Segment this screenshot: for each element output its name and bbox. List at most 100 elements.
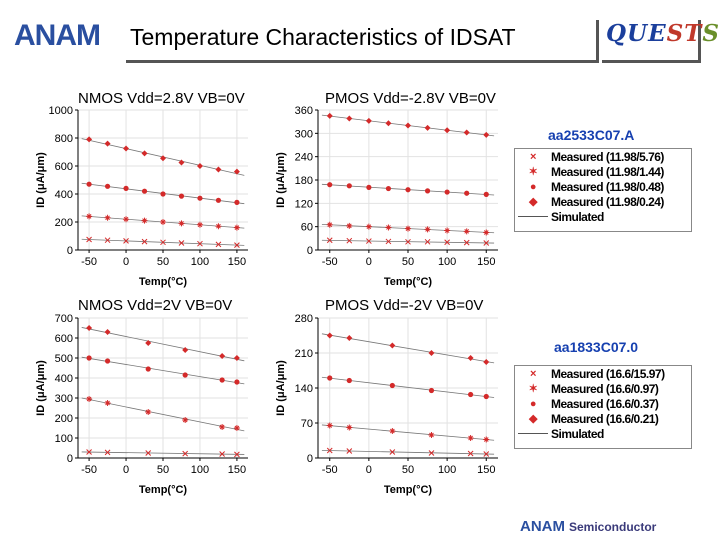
x-tick-label: 50 (402, 464, 414, 476)
data-point-diamond (346, 335, 353, 341)
data-point-star (104, 400, 111, 406)
y-tick-label: 300 (295, 128, 313, 140)
data-point-star (365, 223, 372, 230)
legend-measured-label: Measured (551, 366, 604, 381)
data-point-dot (215, 197, 222, 203)
legend-row: ● Measured (11.98/0.48) (515, 179, 691, 194)
y-tick-label: 1000 (49, 105, 73, 117)
x-tick-label: 100 (438, 464, 456, 476)
chart-pmos-2: 0 70 140 210 280 -50 0 50 100 150 Temp(°C) ID (μA/μ… (275, 313, 498, 496)
data-point-star (326, 221, 333, 228)
y-tick-label: 200 (55, 413, 73, 425)
x-tick-label: 0 (123, 256, 129, 268)
data-point-dot (346, 183, 352, 189)
y-tick-label: 0 (67, 245, 73, 257)
data-point-cross (86, 236, 92, 243)
data-point-cross (483, 451, 490, 457)
legend-simulated-label: Simulated (551, 209, 604, 224)
data-point-cross (346, 237, 353, 244)
cross-marker-icon: × (530, 150, 536, 163)
footer-subtitle: Semiconductor (569, 519, 657, 534)
quests-logo-part-1: QUE (606, 20, 667, 47)
data-point-diamond (385, 120, 392, 127)
data-point-cross (444, 239, 450, 246)
device-label-bottom: aa1833C07.0 (554, 339, 639, 355)
legend-row: × Measured (11.98/5.76) (515, 149, 691, 164)
data-point-cross (178, 240, 185, 246)
chart-nmos-2: 0 100 200 300 400 500 600 700 -50 0 50 100 150 Temp(°… (35, 313, 248, 496)
data-point-diamond (389, 342, 396, 349)
y-tick-label: 800 (55, 133, 73, 145)
x-tick-label: -50 (81, 256, 97, 268)
data-point-dot (104, 183, 111, 189)
x-tick-label: 50 (157, 464, 169, 476)
data-point-star (104, 214, 111, 221)
data-point-dot (428, 387, 435, 394)
data-point-dot (86, 355, 92, 361)
chart-pmos-2p8: 0 60 120 180 240 300 360 -50 0 50 100 150 Temp(°C) ID… (275, 105, 498, 288)
data-point-star (86, 396, 93, 402)
data-point-dot (483, 393, 489, 400)
data-point-dot (346, 377, 352, 384)
data-point-dot (219, 377, 225, 383)
legend-measured-label: Measured (551, 381, 604, 396)
data-point-diamond (141, 150, 148, 157)
x-tick-label: 100 (191, 256, 209, 268)
data-point-dot (468, 391, 474, 398)
data-point-cross (197, 240, 203, 247)
data-point-diamond (123, 145, 130, 152)
data-point-cross (389, 449, 396, 455)
x-tick-label: 100 (438, 256, 456, 268)
data-point-diamond (483, 131, 490, 138)
y-tick-label: 400 (55, 189, 73, 201)
page-title: Temperature Characteristics of IDSAT (130, 24, 516, 50)
x-axis-label: Temp(°C) (139, 276, 188, 288)
data-point-star (141, 217, 148, 224)
legend-measured-label: Measured (551, 411, 604, 426)
panel-title-pmos-2p8: PMOS Vdd=-2.8V VB=0V (325, 90, 496, 107)
data-point-cross (141, 238, 148, 245)
y-tick-label: 0 (67, 453, 73, 465)
data-point-dot (234, 199, 240, 205)
data-point-star (389, 428, 396, 434)
y-tick-label: 360 (295, 105, 313, 117)
data-point-diamond (86, 325, 93, 331)
x-tick-label: 0 (366, 464, 372, 476)
legend-measured-label: Measured (551, 194, 604, 209)
legend-row: Simulated (515, 209, 691, 224)
data-point-star (233, 224, 240, 231)
simulated-line (81, 397, 245, 432)
y-axis-label: ID (μA/μm) (35, 360, 47, 416)
simulated-line (81, 451, 245, 455)
anam-logo: ANAM (14, 14, 122, 58)
data-point-star (326, 422, 333, 429)
y-tick-label: 280 (295, 313, 313, 325)
data-point-dot (366, 184, 372, 190)
legend-measured-label: Measured (551, 179, 604, 194)
data-point-dot (424, 188, 431, 194)
y-tick-label: 70 (301, 418, 313, 430)
data-point-diamond (467, 355, 474, 361)
data-point-dot (123, 185, 129, 191)
legend-row: ◆ Measured (16.6/0.21) (515, 411, 691, 426)
data-point-diamond (86, 136, 93, 143)
panel-title-pmos-2: PMOS Vdd=-2V VB=0V (325, 297, 484, 314)
y-tick-label: 0 (307, 245, 313, 257)
dot-marker-icon: ● (529, 180, 537, 193)
data-point-cross (366, 238, 372, 244)
x-tick-label: 0 (366, 256, 372, 268)
legend-item: (11.98/0.24) (605, 194, 665, 209)
data-point-dot (182, 372, 188, 378)
data-point-dot (86, 181, 92, 187)
data-point-diamond (145, 340, 152, 346)
y-axis-label: ID (μA/μm) (35, 152, 47, 208)
data-point-diamond (104, 140, 111, 147)
data-point-dot (234, 379, 240, 385)
y-tick-label: 180 (295, 175, 313, 187)
y-tick-label: 120 (295, 198, 313, 210)
x-tick-label: 0 (123, 464, 129, 476)
legend-row: Simulated (515, 426, 691, 441)
data-point-diamond (405, 122, 411, 129)
legend-row: ✶ Measured (11.98/1.44) (515, 164, 691, 179)
legend-measured-label: Measured (551, 149, 604, 164)
